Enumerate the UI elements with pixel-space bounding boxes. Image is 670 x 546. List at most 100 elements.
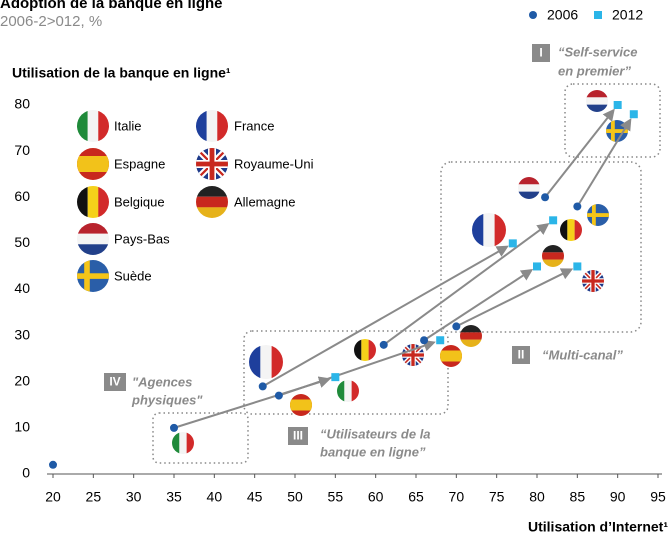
point bbox=[331, 373, 340, 382]
group-box bbox=[440, 161, 642, 333]
annotation: banque en ligne” bbox=[320, 444, 426, 459]
point bbox=[258, 382, 267, 391]
group-box bbox=[243, 330, 449, 415]
legend-marker bbox=[594, 11, 602, 19]
y-tick-label: 80 bbox=[14, 96, 30, 112]
flag bbox=[77, 186, 109, 218]
flag bbox=[560, 219, 582, 241]
flag bbox=[196, 148, 228, 180]
country-legend: Italie France Espagne Royaume-Uni Belgiq… bbox=[77, 110, 314, 292]
y-tick-label: 70 bbox=[14, 142, 30, 158]
flag bbox=[472, 213, 506, 247]
y-tick-label: 60 bbox=[14, 188, 30, 204]
legend-label: Suède bbox=[114, 268, 152, 283]
annotation: “Multi-canal” bbox=[542, 347, 623, 362]
x-tick-label: 85 bbox=[570, 489, 586, 505]
x-tick-label: 90 bbox=[610, 489, 626, 505]
arrow bbox=[423, 268, 534, 342]
x-tick-label: 40 bbox=[207, 489, 223, 505]
point bbox=[541, 193, 550, 202]
badge bbox=[512, 346, 530, 364]
flag bbox=[354, 339, 376, 361]
group-box bbox=[564, 83, 661, 158]
legend-label: Royaume-Uni bbox=[234, 156, 314, 171]
point bbox=[629, 110, 638, 119]
y-tick-label: 0 bbox=[22, 465, 30, 481]
badge-label: IV bbox=[109, 375, 120, 389]
legend-label: 2012 bbox=[612, 7, 643, 23]
x-tick-label: 20 bbox=[45, 489, 61, 505]
legend-label: Espagne bbox=[114, 156, 165, 171]
annotation: physiques" bbox=[131, 392, 203, 407]
point bbox=[49, 460, 57, 469]
x-tick-label: 60 bbox=[368, 489, 384, 505]
x-tick-label: 35 bbox=[166, 489, 182, 505]
point bbox=[436, 336, 445, 345]
x-tick-label: 70 bbox=[449, 489, 465, 505]
y-tick-label: 30 bbox=[14, 326, 30, 342]
point bbox=[274, 391, 283, 400]
flag bbox=[196, 186, 228, 218]
y-tick-label: 10 bbox=[14, 419, 30, 435]
badge bbox=[288, 427, 308, 445]
x-tick-label: 65 bbox=[408, 489, 424, 505]
annotation: “Self-service bbox=[558, 44, 638, 59]
flag bbox=[586, 90, 608, 112]
annotation: en premier” bbox=[558, 63, 631, 78]
point bbox=[170, 423, 178, 432]
chart-subtitle: 2006-2>012, % bbox=[0, 13, 102, 30]
x-tick-label: 25 bbox=[86, 489, 102, 505]
flag bbox=[460, 325, 482, 347]
point bbox=[549, 216, 558, 225]
badge-label: III bbox=[293, 429, 303, 443]
x-tick-label: 95 bbox=[650, 489, 666, 505]
legend-label: Belgique bbox=[114, 194, 165, 209]
annotation: “Utilisateurs de la bbox=[320, 426, 431, 441]
point bbox=[613, 101, 622, 109]
flag bbox=[518, 177, 540, 199]
flag bbox=[290, 394, 312, 416]
legend-label: Italie bbox=[114, 118, 141, 133]
x-axis-label: Utilisation d’Internet¹ bbox=[528, 519, 668, 535]
arrow bbox=[576, 118, 632, 207]
point bbox=[452, 322, 461, 331]
chart-title: Adoption de la banque en ligne bbox=[0, 0, 223, 12]
legend-label: 2006 bbox=[547, 7, 578, 23]
flag bbox=[440, 345, 462, 367]
group-box bbox=[152, 412, 249, 464]
flag bbox=[587, 204, 609, 226]
flag bbox=[196, 110, 228, 142]
y-tick-label: 40 bbox=[14, 280, 30, 296]
flag bbox=[337, 380, 359, 402]
x-tick-label: 30 bbox=[126, 489, 142, 505]
point bbox=[533, 262, 541, 271]
legend-label: France bbox=[234, 118, 274, 133]
y-axis-label: Utilisation de la banque en ligne¹ bbox=[12, 65, 231, 81]
badge-label: I bbox=[539, 46, 542, 60]
flag bbox=[172, 432, 194, 454]
flag bbox=[77, 223, 109, 255]
badge bbox=[532, 44, 550, 62]
flag bbox=[77, 260, 109, 292]
point bbox=[573, 202, 582, 211]
x-tick-label: 50 bbox=[287, 489, 303, 505]
point bbox=[420, 336, 429, 345]
point bbox=[379, 340, 388, 349]
badge-label: II bbox=[518, 348, 525, 362]
x-tick-label: 75 bbox=[489, 489, 505, 505]
badge bbox=[104, 373, 126, 391]
flag bbox=[249, 345, 283, 379]
arrow bbox=[455, 268, 574, 328]
point-flags bbox=[172, 90, 628, 454]
annotation: "Agences bbox=[132, 374, 192, 389]
legend-label: Pays-Bas bbox=[114, 231, 170, 246]
legend-label: Allemagne bbox=[234, 194, 295, 209]
flag bbox=[77, 148, 109, 180]
flag bbox=[77, 110, 109, 142]
arrow bbox=[278, 339, 436, 397]
x-tick-label: 80 bbox=[529, 489, 545, 505]
flag bbox=[582, 270, 604, 292]
y-tick-label: 20 bbox=[14, 372, 30, 388]
arrow bbox=[383, 223, 550, 346]
